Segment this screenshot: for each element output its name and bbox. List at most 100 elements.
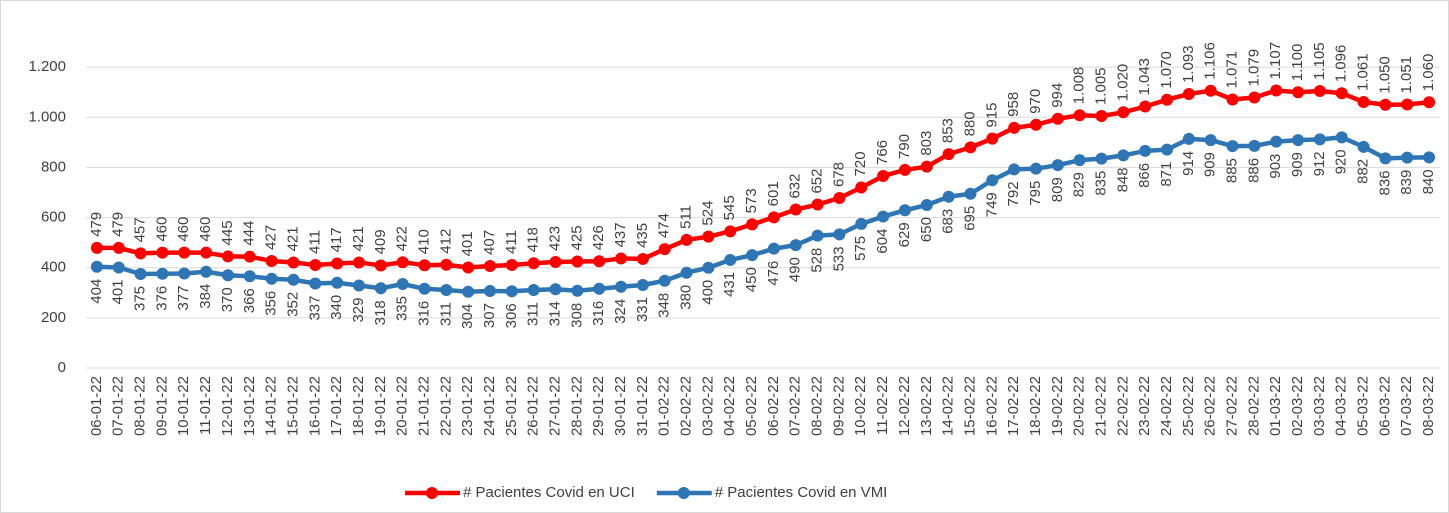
x-tick-label: 18-01-22 (350, 376, 367, 436)
x-tick-label: 20-02-22 (1071, 376, 1088, 436)
x-tick-label: 27-02-22 (1224, 376, 1241, 436)
x-tick-label: 03-02-22 (699, 376, 716, 436)
point (1379, 98, 1392, 111)
data-label: 912 (1311, 151, 1328, 176)
data-label: 1.051 (1398, 56, 1415, 94)
point (724, 225, 737, 238)
x-tick-label: 08-02-22 (809, 376, 826, 436)
x-tick-label: 27-01-22 (547, 376, 564, 436)
data-label: 1.070 (1158, 51, 1175, 89)
data-label: 425 (568, 225, 585, 250)
data-label: 903 (1267, 154, 1284, 179)
point (1204, 134, 1217, 147)
x-tick-label: 01-03-22 (1267, 376, 1284, 436)
point (920, 199, 933, 212)
x-tick-label: 25-02-22 (1180, 376, 1197, 436)
point (156, 267, 169, 280)
data-label: 348 (656, 293, 673, 318)
data-label: 533 (830, 246, 847, 271)
point (287, 256, 300, 269)
point (767, 211, 780, 224)
x-tick-label: 15-02-22 (961, 376, 978, 436)
data-label: 835 (1092, 171, 1109, 196)
x-tick-label: 11-02-22 (874, 376, 891, 435)
y-tick-label: 1.000 (28, 108, 66, 125)
data-label: 337 (306, 296, 323, 321)
x-tick-label: 09-02-22 (830, 376, 847, 436)
point (1117, 106, 1130, 119)
data-label: 1.071 (1224, 51, 1241, 89)
data-label: 384 (197, 284, 214, 309)
point (1204, 84, 1217, 97)
point (243, 270, 256, 283)
point (1029, 162, 1042, 175)
data-label: 400 (699, 280, 716, 305)
data-label: 445 (219, 220, 236, 245)
point (309, 258, 322, 271)
y-tick-label: 400 (41, 259, 66, 276)
x-tick-label: 16-01-22 (306, 376, 323, 436)
x-tick-label: 19-01-22 (372, 376, 389, 436)
point (440, 284, 453, 297)
data-label: 1.008 (1071, 67, 1088, 105)
data-label: 524 (699, 201, 716, 226)
x-tick-label: 10-02-22 (852, 376, 869, 436)
point (1051, 159, 1064, 172)
data-label: 915 (983, 103, 1000, 128)
data-label: 720 (852, 151, 869, 176)
point (90, 260, 103, 273)
x-tick-label: 02-02-22 (678, 376, 695, 436)
data-label: 318 (372, 300, 389, 325)
data-label: 766 (874, 140, 891, 165)
point (746, 249, 759, 262)
point (1292, 86, 1305, 99)
point (898, 163, 911, 176)
data-label: 377 (175, 285, 192, 310)
data-label: 1.105 (1311, 42, 1328, 80)
x-tick-label: 06-03-22 (1376, 376, 1393, 436)
data-label: 803 (918, 131, 935, 156)
data-label: 335 (394, 296, 411, 321)
point (855, 217, 868, 230)
data-label: 407 (481, 230, 498, 255)
data-label: 829 (1071, 172, 1088, 197)
point (396, 278, 409, 291)
data-label: 311 (525, 302, 542, 326)
data-label: 314 (547, 301, 564, 326)
legend: # Pacientes Covid en UCI # Pacientes Covi… (405, 484, 887, 501)
point (178, 267, 191, 280)
data-label: 411 (306, 230, 323, 254)
x-tick-label: 08-03-22 (1420, 376, 1437, 436)
data-label: 444 (241, 221, 258, 246)
point (767, 242, 780, 255)
data-label: 970 (1027, 89, 1044, 114)
data-label: 401 (110, 279, 127, 304)
data-label: 573 (743, 188, 760, 213)
data-label: 909 (1289, 152, 1306, 177)
point (1161, 93, 1174, 106)
data-label: 871 (1158, 162, 1175, 187)
data-label: 308 (568, 303, 585, 328)
x-tick-label: 22-01-22 (437, 376, 454, 436)
legend-label: # Pacientes Covid en VMI (715, 484, 888, 501)
data-label: 1.020 (1114, 64, 1131, 102)
x-tick-label: 23-02-22 (1136, 376, 1153, 436)
point (942, 148, 955, 161)
y-tick-label: 0 (58, 359, 66, 376)
y-tick-label: 800 (41, 158, 66, 175)
data-label: 316 (590, 301, 607, 326)
point (877, 210, 890, 223)
data-label: 836 (1376, 170, 1393, 195)
point (1313, 133, 1326, 146)
data-label: 307 (481, 303, 498, 328)
point (964, 187, 977, 200)
point (1182, 87, 1195, 100)
data-label: 479 (88, 212, 105, 237)
data-label: 848 (1114, 167, 1131, 192)
point (418, 282, 431, 295)
data-label: 404 (88, 279, 105, 304)
point (1051, 112, 1064, 125)
point (243, 250, 256, 263)
point (527, 284, 540, 297)
